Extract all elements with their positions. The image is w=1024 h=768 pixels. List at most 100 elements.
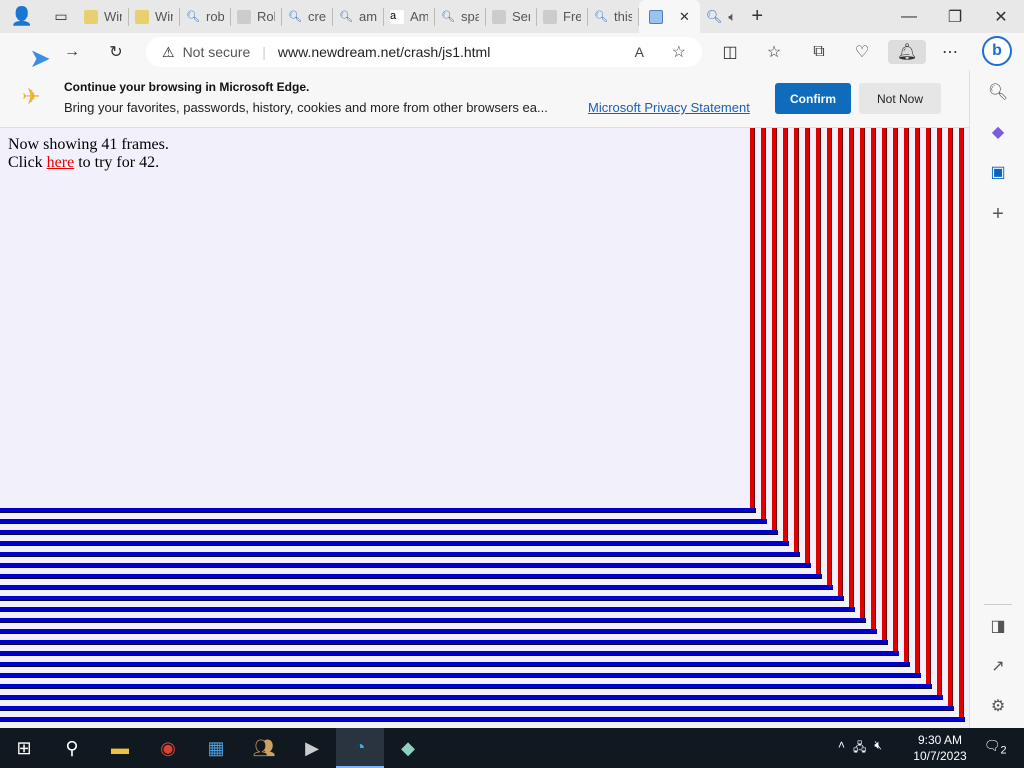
here-link[interactable]: here <box>46 154 75 171</box>
favorites-icon[interactable]: ☆ <box>766 44 782 61</box>
vertical-frame-border[interactable] <box>772 128 777 535</box>
horizontal-frame-border[interactable] <box>0 563 811 568</box>
favorite-star-icon[interactable]: ☆ <box>671 44 686 61</box>
horizontal-frame-border[interactable] <box>0 574 822 579</box>
url-text[interactable]: www.newdream.net/crash/js1.html <box>277 44 491 60</box>
horizontal-frame-border[interactable] <box>0 673 921 678</box>
not-now-button[interactable]: Not Now <box>859 83 941 114</box>
control-panel-icon[interactable]: ▦ <box>207 737 225 758</box>
tab[interactable]: 🔍︎ rob <box>180 7 231 26</box>
horizontal-frame-border[interactable] <box>0 684 932 689</box>
horizontal-frame-border[interactable] <box>0 640 888 645</box>
tab[interactable]: Ser <box>486 7 537 26</box>
vertical-frame-border[interactable] <box>882 128 887 645</box>
chrome-icon[interactable]: ◉ <box>160 737 176 758</box>
horizontal-frame-border[interactable] <box>0 695 943 700</box>
tab[interactable]: 🔍︎ am <box>333 7 384 26</box>
chevron-up-icon[interactable]: ˄ <box>838 738 846 752</box>
bing-copilot-icon[interactable]: b <box>982 36 1012 66</box>
tab[interactable]: 🔍︎ crec <box>282 7 333 26</box>
new-tab-button[interactable]: + <box>751 5 764 27</box>
vertical-frame-border[interactable] <box>794 128 799 557</box>
tab[interactable]: Wir <box>129 7 180 26</box>
horizontal-frame-border[interactable] <box>0 717 965 722</box>
vertical-frame-border[interactable] <box>871 128 876 634</box>
split-screen-icon[interactable]: ◫ <box>722 44 738 61</box>
vertical-frame-border[interactable] <box>816 128 821 579</box>
address-bar[interactable]: ⚠ Not secure | www.newdream.net/crash/js… <box>146 37 702 67</box>
horizontal-frame-border[interactable] <box>0 629 877 634</box>
vertical-frame-border[interactable] <box>838 128 843 601</box>
outlook-icon[interactable]: ▣ <box>990 164 1006 181</box>
browser-essentials-icon[interactable]: ♡ <box>854 44 870 61</box>
refresh-button[interactable]: ↻ <box>109 44 123 61</box>
horizontal-frame-border[interactable] <box>0 585 833 590</box>
notification-center-icon[interactable]: 🗨︎2 <box>984 738 1007 757</box>
horizontal-frame-border[interactable] <box>0 530 778 535</box>
tab-audio[interactable]: 🔍︎ 🔈︎ <box>700 8 742 26</box>
horizontal-frame-border[interactable] <box>0 508 756 513</box>
tab-active[interactable]: ✕ <box>639 0 700 33</box>
close-window-button[interactable]: ✕ <box>994 8 1008 26</box>
external-link-icon[interactable]: ↗ <box>991 658 1005 675</box>
vertical-frame-border[interactable] <box>926 128 931 689</box>
back-button-cursor-icon[interactable]: ➤ <box>29 42 51 73</box>
horizontal-frame-border[interactable] <box>0 596 844 601</box>
horizontal-frame-border[interactable] <box>0 607 855 612</box>
app-icon[interactable]: ◆ <box>401 737 415 758</box>
more-menu-icon[interactable]: ⋯ <box>942 44 958 61</box>
network-icon[interactable]: 🖧︎ <box>853 740 867 754</box>
vertical-frame-border[interactable] <box>959 128 964 722</box>
vertical-frame-border[interactable] <box>761 128 766 524</box>
vertical-frame-border[interactable] <box>849 128 854 612</box>
vertical-frame-border[interactable] <box>948 128 953 711</box>
notifications-icon[interactable]: 🔔︎ <box>888 40 926 64</box>
file-explorer-icon[interactable]: ▬ <box>111 737 129 758</box>
search-icon[interactable]: ⚲ <box>65 737 79 758</box>
shopping-icon[interactable]: ◆ <box>991 124 1005 141</box>
vertical-frame-border[interactable] <box>937 128 942 700</box>
maximize-button[interactable]: ❐ <box>947 8 963 26</box>
horizontal-frame-border[interactable] <box>0 541 789 546</box>
volume-muted-icon[interactable]: 🔇︎ <box>874 738 882 752</box>
start-windows-icon[interactable]: ⊞ <box>16 737 32 758</box>
profile-icon[interactable]: 👤 <box>10 6 34 26</box>
collections-icon[interactable]: ⧉ <box>813 43 825 60</box>
clock-date[interactable]: 10/7/2023 <box>913 749 967 763</box>
horizontal-frame-border[interactable] <box>0 552 800 557</box>
tab[interactable]: Rob <box>231 7 282 26</box>
speaker-icon[interactable]: 🔈︎ <box>728 8 737 24</box>
vertical-frame-border[interactable] <box>750 128 755 513</box>
add-icon[interactable]: + <box>992 202 1004 225</box>
horizontal-frame-border[interactable] <box>0 618 866 623</box>
tab-close-icon[interactable]: ✕ <box>679 8 690 24</box>
vertical-frame-border[interactable] <box>805 128 810 568</box>
forward-button[interactable]: → <box>64 43 80 60</box>
horizontal-frame-border[interactable] <box>0 662 910 667</box>
edge-icon[interactable]: ◔ <box>336 728 384 768</box>
vertical-frame-border[interactable] <box>827 128 832 590</box>
tab[interactable]: Wir <box>78 7 129 26</box>
search-icon[interactable]: 🔍︎ <box>987 84 1009 101</box>
read-aloud-icon[interactable]: A <box>634 44 644 60</box>
confirm-button[interactable]: Confirm <box>775 83 851 114</box>
horizontal-frame-border[interactable] <box>0 706 954 711</box>
settings-gear-icon[interactable]: ⚙ <box>990 698 1006 715</box>
tab[interactable]: a Am <box>384 7 435 26</box>
sidebar-panel-icon[interactable]: ◨ <box>990 618 1006 635</box>
users-icon[interactable]: 👥︎ <box>252 737 276 758</box>
minimize-button[interactable]: — <box>901 7 917 25</box>
terminal-icon[interactable]: ▶ <box>305 737 319 758</box>
horizontal-frame-border[interactable] <box>0 651 899 656</box>
vertical-frame-border[interactable] <box>904 128 909 667</box>
tab[interactable]: 🔍︎ this <box>588 7 639 26</box>
not-secure-label[interactable]: Not secure <box>182 44 251 60</box>
horizontal-frame-border[interactable] <box>0 519 767 524</box>
vertical-frame-border[interactable] <box>783 128 788 546</box>
tab-actions-icon[interactable]: ▭ <box>54 8 68 24</box>
vertical-frame-border[interactable] <box>893 128 898 656</box>
vertical-frame-border[interactable] <box>915 128 920 678</box>
clock-time[interactable]: 9:30 AM <box>917 733 963 747</box>
privacy-statement-link[interactable]: Microsoft Privacy Statement <box>588 100 750 115</box>
tab[interactable]: 🔍︎ spa <box>435 7 486 26</box>
